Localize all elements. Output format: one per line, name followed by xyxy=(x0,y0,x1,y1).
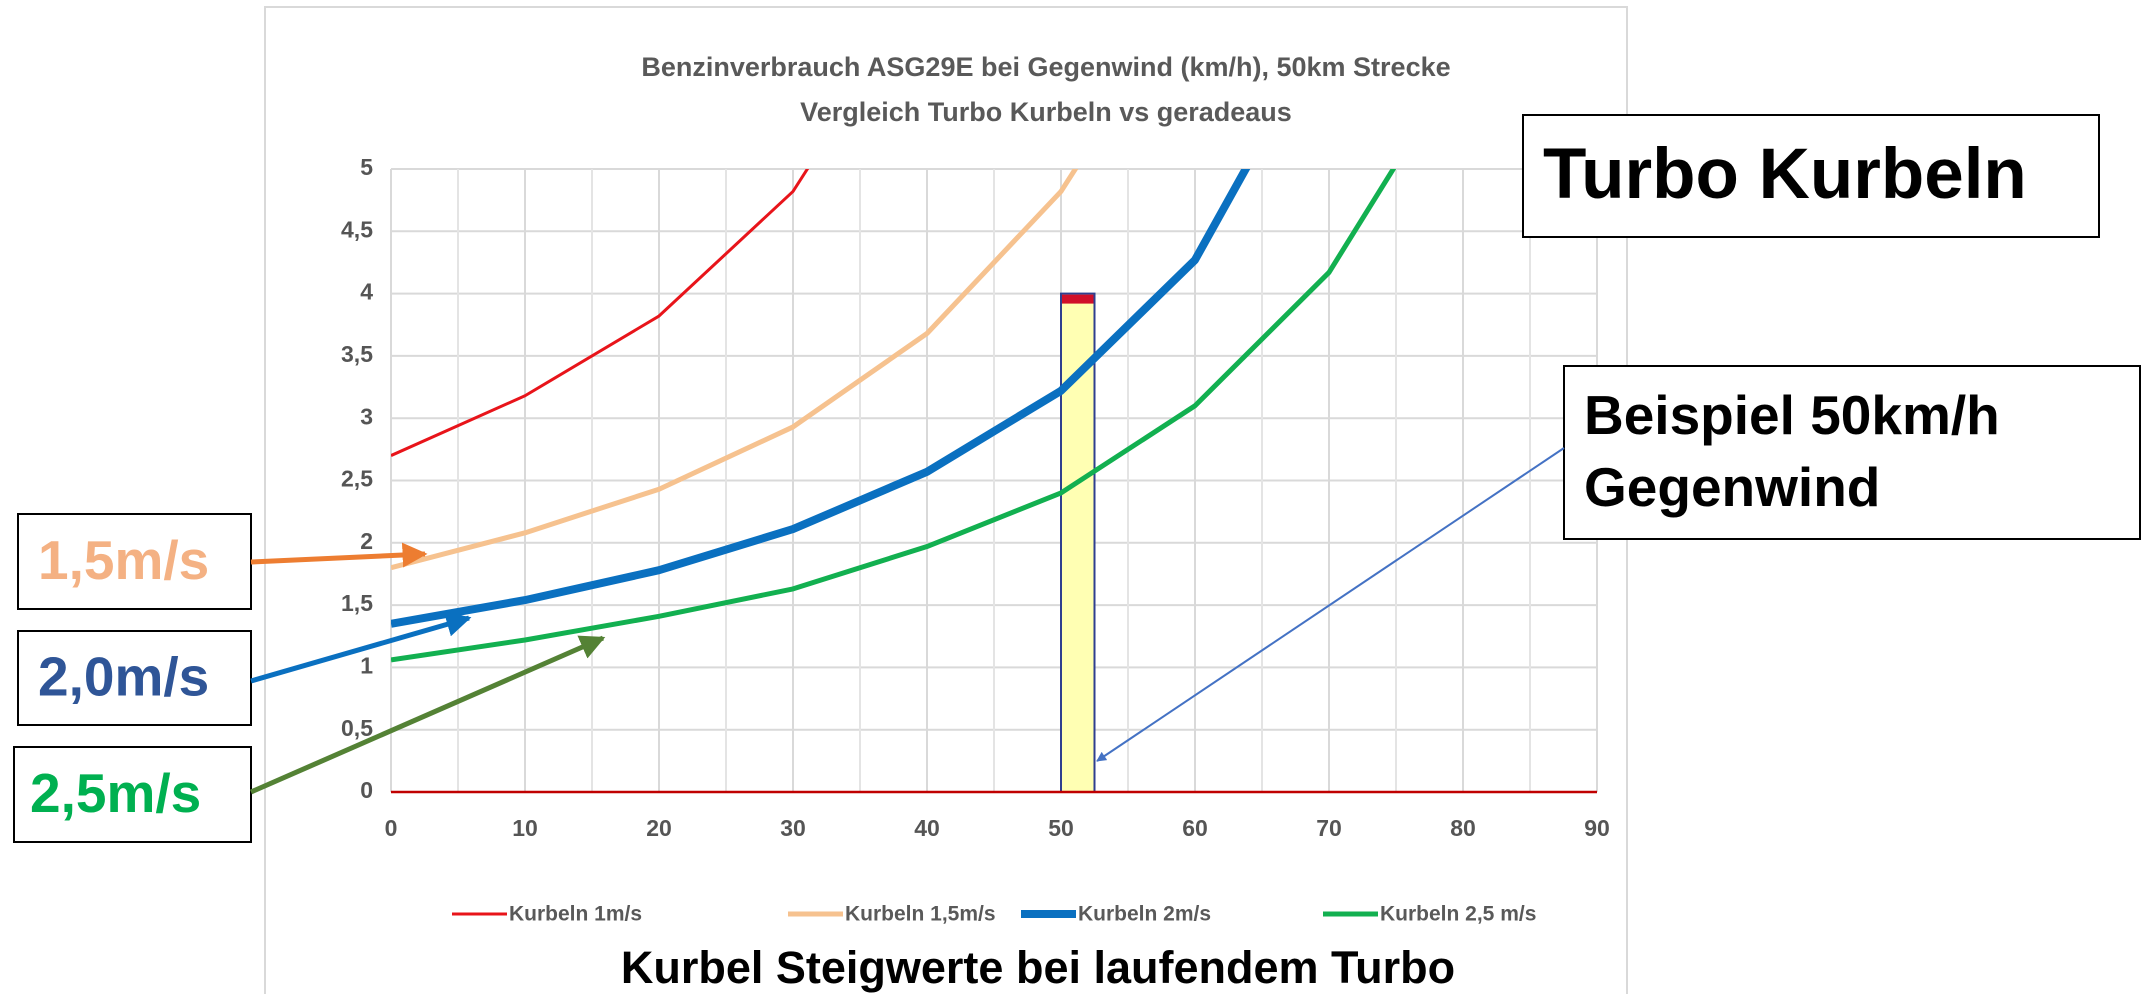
annotation-text: Beispiel 50km/h xyxy=(1584,384,2000,446)
x-tick-label: 10 xyxy=(512,815,538,841)
series-line xyxy=(391,169,1251,628)
x-axis-label: Kurbel Steigwerte bei laufendem Turbo xyxy=(621,942,1455,993)
annotation-box xyxy=(13,746,252,843)
chart-title: Benzinverbrauch ASG29E bei Gegenwind (km… xyxy=(641,52,1450,82)
annotation-box xyxy=(1522,114,2100,238)
x-tick-label: 70 xyxy=(1316,815,1342,841)
series-line xyxy=(391,169,1397,663)
y-tick-label: 0 xyxy=(360,777,373,803)
y-tick-label: 1,5 xyxy=(341,590,373,616)
series-line xyxy=(391,169,1079,571)
legend-label: Kurbeln 2m/s xyxy=(1078,903,1211,926)
y-tick-label: 0,5 xyxy=(341,715,373,741)
y-tick-label: 3 xyxy=(360,403,373,429)
annotation-text: 1,5m/s xyxy=(38,529,209,591)
x-tick-label: 40 xyxy=(914,815,940,841)
y-tick-label: 1 xyxy=(360,652,373,678)
annotation-arrow xyxy=(249,635,606,795)
y-tick-label: 2,5 xyxy=(341,466,373,492)
y-tick-label: 4,5 xyxy=(341,216,373,242)
annotation-text: Gegenwind xyxy=(1584,456,1880,518)
annotation-box xyxy=(1563,365,2141,540)
legend-label: Kurbeln 1m/s xyxy=(509,903,642,926)
y-tick-label: 5 xyxy=(360,154,373,180)
x-tick-label: 20 xyxy=(646,815,672,841)
annotation-text: Turbo Kurbeln xyxy=(1543,135,2027,214)
x-tick-label: 60 xyxy=(1182,815,1208,841)
annotation-text: 2,5m/s xyxy=(30,762,201,824)
legend-label: Kurbeln 1,5m/s xyxy=(845,903,996,926)
annotation-arrow xyxy=(250,542,428,568)
chart-frame xyxy=(264,6,1628,994)
series-line xyxy=(391,169,810,457)
y-tick-label: 2 xyxy=(360,528,373,554)
x-tick-label: 80 xyxy=(1450,815,1476,841)
annotation-arrow xyxy=(250,612,472,684)
x-tick-label: 50 xyxy=(1048,815,1074,841)
plot-area xyxy=(391,169,1397,792)
annotation-arrow xyxy=(1096,447,1565,762)
x-tick-label: 0 xyxy=(385,815,398,841)
chart-title: Vergleich Turbo Kurbeln vs geradeaus xyxy=(800,97,1292,127)
legend-label: Kurbeln 2,5 m/s xyxy=(1380,903,1536,926)
annotation-box xyxy=(17,513,252,610)
y-tick-label: 4 xyxy=(360,279,373,305)
x-tick-label: 30 xyxy=(780,815,806,841)
x-tick-label: 90 xyxy=(1584,815,1610,841)
highlight-cap xyxy=(1062,294,1094,304)
y-tick-label: 3,5 xyxy=(341,341,373,367)
annotation-text: 2,0m/s xyxy=(38,646,209,708)
annotation-box xyxy=(17,630,252,726)
